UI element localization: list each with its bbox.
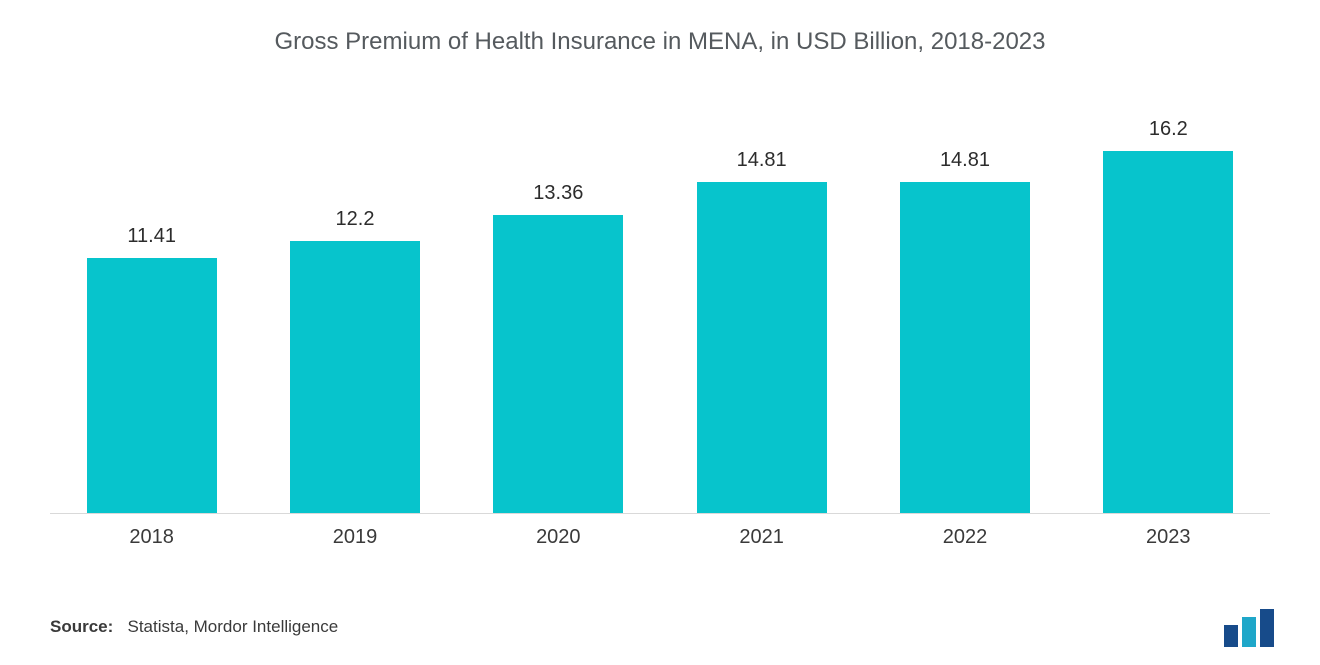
x-axis-label: 2022 xyxy=(863,516,1066,556)
bar-column: 12.2 xyxy=(253,66,456,514)
bar-column: 14.81 xyxy=(660,66,863,514)
source-text: Statista, Mordor Intelligence xyxy=(128,617,339,636)
x-axis-labels: 201820192020202120222023 xyxy=(50,516,1270,556)
bar xyxy=(1103,151,1233,514)
bar xyxy=(87,258,217,514)
bar-column: 11.41 xyxy=(50,66,253,514)
x-axis-label: 2018 xyxy=(50,516,253,556)
plot-area: 11.4112.213.3614.8114.8116.2 20182019202… xyxy=(50,66,1270,556)
bar xyxy=(900,182,1030,514)
source-attribution: Source: Statista, Mordor Intelligence xyxy=(50,617,338,637)
bar-column: 14.81 xyxy=(863,66,1066,514)
bars-row: 11.41 12.2 13.36 14.81 14.81 16.2 xyxy=(50,66,1270,514)
x-axis-label: 2021 xyxy=(660,516,863,556)
bar xyxy=(697,182,827,514)
chart-container: Gross Premium of Health Insurance in MEN… xyxy=(0,0,1320,665)
mordor-logo-icon xyxy=(1222,609,1280,647)
x-axis-baseline xyxy=(50,513,1270,514)
bar xyxy=(493,215,623,514)
bar-value-label: 13.36 xyxy=(533,182,583,205)
x-axis-label: 2023 xyxy=(1067,516,1270,556)
bar-value-label: 16.2 xyxy=(1149,118,1188,141)
bar-column: 13.36 xyxy=(457,66,660,514)
bar-column: 16.2 xyxy=(1067,66,1270,514)
bar-value-label: 14.81 xyxy=(940,149,990,172)
bar-value-label: 11.41 xyxy=(127,225,176,248)
bar-value-label: 14.81 xyxy=(737,149,787,172)
chart-title: Gross Premium of Health Insurance in MEN… xyxy=(50,28,1270,56)
bar xyxy=(290,241,420,514)
x-axis-label: 2020 xyxy=(457,516,660,556)
x-axis-label: 2019 xyxy=(253,516,456,556)
source-label: Source: xyxy=(50,617,113,636)
bar-value-label: 12.2 xyxy=(336,208,375,231)
